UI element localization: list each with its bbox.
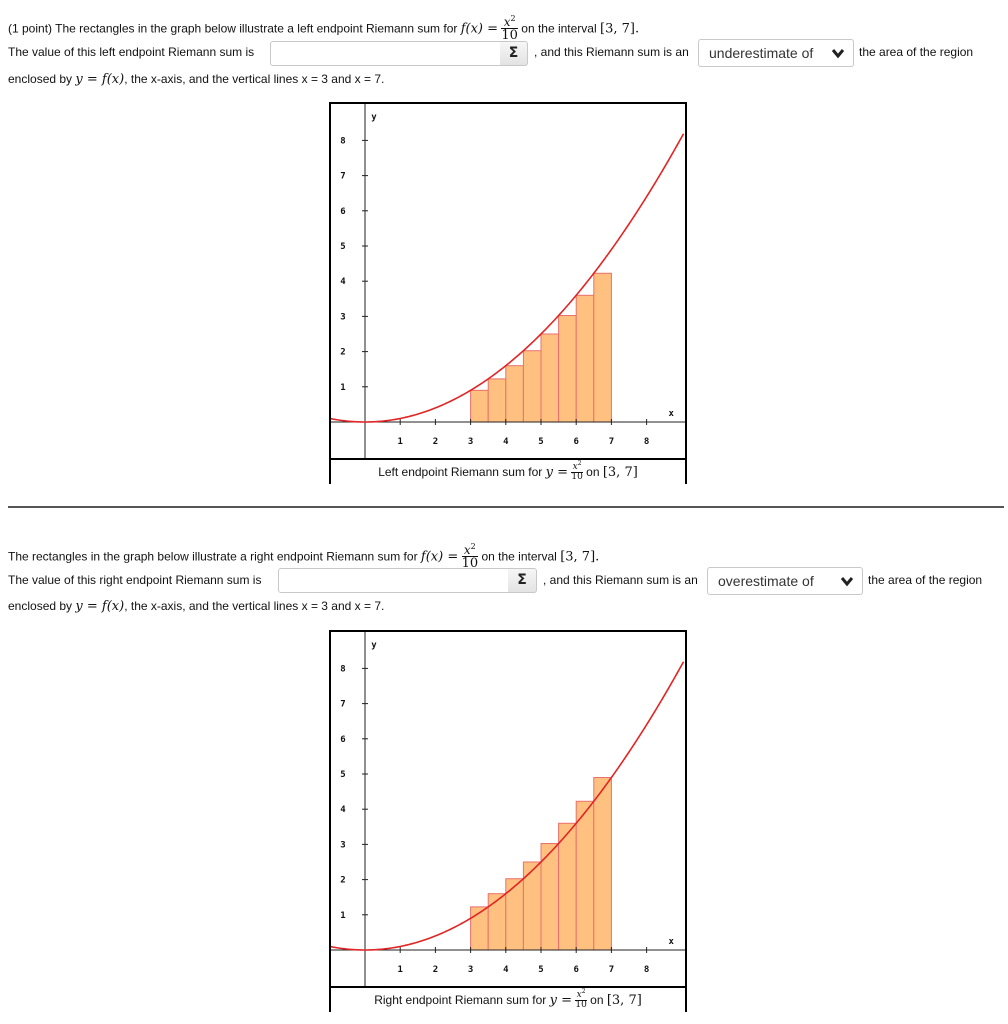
y-tick-label: 6 [340,735,345,745]
x-tick-label: 4 [503,437,509,447]
y-tick-label: 8 [340,136,345,146]
prompt-line-1: (1 point) The rectangles in the graph be… [8,14,640,43]
riemann-rectangle [522,350,542,423]
enclosed-line: enclosed by y = f(x), the x-axis, and th… [8,72,385,87]
x-tick-label: 3 [468,437,473,447]
x-tick-label: 2 [433,965,438,975]
right-riemann-graph: 1 2 3 4 5 6 7 8 1 2 3 4 5 6 7 8 x y Right endpoint Rieman… [329,630,687,1012]
graph-caption: Right endpoint Riemann sum for y = x2 10 … [331,986,685,1012]
y-tick-label: 4 [340,805,346,815]
x-tick-label: 5 [538,437,543,447]
value-label: The value of this left endpoint Riemann … [8,45,255,59]
value-label: The value of this right endpoint Riemann… [8,573,262,587]
riemann-rectangle [470,389,489,423]
function-fraction: x2 10 [461,542,479,571]
y-tick-label: 5 [340,770,345,780]
left-sum-answer-input[interactable] [270,41,501,66]
y-tick-label: 1 [340,383,345,393]
y-tick-label: 7 [340,700,345,710]
riemann-rectangle [593,777,612,951]
x-tick-label: 8 [644,965,649,975]
riemann-rectangle [558,315,577,423]
y-tick-label: 3 [340,840,345,850]
x-tick-label: 3 [468,965,473,975]
estimate-type-select[interactable]: underestimate of [698,39,854,67]
x-tick-label: 1 [397,965,402,975]
y-axis-label: y [371,640,377,650]
x-axis-label: x [669,409,675,419]
y-tick-label: 5 [340,242,345,252]
x-tick-label: 5 [538,965,543,975]
x-tick-label: 6 [573,965,578,975]
enclosed-line: enclosed by y = f(x), the x-axis, and th… [8,599,385,614]
x-tick-label: 4 [503,965,509,975]
plot-area: 1 2 3 4 5 6 7 8 1 2 3 4 5 6 7 8 x y [331,632,685,986]
x-tick-label: 2 [433,437,438,447]
interval-value: [3, 7] [560,549,596,565]
equation-editor-button[interactable]: Σ [500,41,528,66]
riemann-rectangle [593,272,612,423]
function-lhs: f(x) = [420,549,459,565]
estimate-type-select[interactable]: overestimate of [707,567,863,595]
riemann-rectangle [575,800,595,951]
y-tick-label: 1 [340,911,345,921]
function-curve [331,661,685,951]
x-tick-label: 8 [644,437,649,447]
riemann-rectangle [505,365,524,423]
after-select-text: the area of the region [868,573,983,587]
x-tick-label: 7 [609,965,614,975]
interval-value: [3, 7] [600,21,635,37]
right-sum-answer-input[interactable] [278,568,509,593]
function-lhs: f(x) = [460,21,499,37]
riemann-rectangle [505,878,524,951]
interval-label: on the interval [521,21,597,36]
riemann-rectangle [575,294,595,423]
equation-editor-button[interactable]: Σ [508,568,537,593]
mid-text: , and this Riemann sum is an [543,573,698,587]
y-tick-label: 7 [340,172,345,182]
plot-area: 1 2 3 4 5 6 7 8 1 2 3 4 5 6 7 8 x y [331,104,685,458]
prompt-text: (1 point) The rectangles in the graph be… [8,21,458,36]
x-tick-label: 7 [609,437,614,447]
riemann-rectangle [540,333,560,423]
y-tick-label: 2 [340,348,345,358]
prompt-line-1: The rectangles in the graph below illust… [8,542,600,571]
graph-caption: Left endpoint Riemann sum for y = x2 10 o… [331,458,685,484]
riemann-rectangle [558,822,577,951]
chevron-down-icon [831,49,845,59]
y-axis-label: y [371,112,377,122]
prompt-text: The rectangles in the graph below illust… [8,549,418,564]
riemann-rectangle [487,378,507,423]
interval-label: on the interval [481,549,557,564]
after-select-text: the area of the region [859,45,974,59]
riemann-rectangle [487,893,507,951]
select-value: underestimate of [709,45,814,61]
function-curve [331,133,685,423]
chevron-down-icon [840,577,854,587]
section-divider [8,506,1004,508]
x-tick-label: 6 [573,437,578,447]
x-tick-label: 1 [397,437,402,447]
select-value: overestimate of [718,573,814,589]
function-fraction: x2 10 [501,14,518,43]
y-tick-label: 4 [340,277,346,287]
riemann-rectangle [522,861,542,951]
y-tick-label: 3 [340,312,345,322]
left-riemann-graph: 1 2 3 4 5 6 7 8 1 2 3 4 5 6 7 8 x y Left endpoint Riemann… [329,102,687,484]
mid-text: , and this Riemann sum is an [534,45,689,59]
y-tick-label: 6 [340,207,345,217]
y-tick-label: 2 [340,876,345,886]
x-axis-label: x [669,937,675,947]
y-tick-label: 8 [340,664,345,674]
